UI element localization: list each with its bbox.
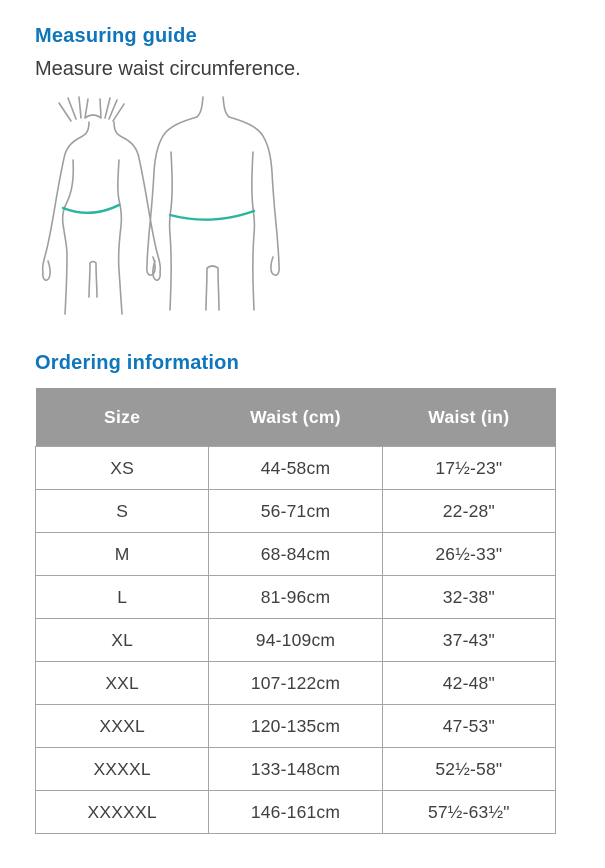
table-cell: XXXXXL <box>34 790 210 834</box>
table-cell: L <box>34 575 210 619</box>
male-torso-left <box>168 151 173 311</box>
table-cell: 22-28" <box>381 489 557 533</box>
table-row: M 68-84cm 26½-33" <box>34 532 557 576</box>
female-torso-right <box>117 159 123 315</box>
table-cell: 44-58cm <box>208 446 383 490</box>
table-row: S 56-71cm 22-28" <box>34 489 557 533</box>
table-cell: 133-148cm <box>208 747 383 791</box>
table-cell: XL <box>34 618 210 662</box>
measuring-guide-title: Measuring guide <box>35 25 197 47</box>
table-cell: 42-48" <box>381 661 557 705</box>
table-cell: 37-43" <box>381 618 557 662</box>
female-back-view-figure <box>41 96 162 315</box>
male-torso-right <box>251 151 256 311</box>
table-cell: 107-122cm <box>208 661 383 705</box>
table-cell: XXL <box>34 661 210 705</box>
male-left-arm <box>146 116 198 276</box>
table-cell: 94-109cm <box>208 618 383 662</box>
table-row: XXXXL 133-148cm 52½-58" <box>34 747 557 791</box>
ordering-information-title: Ordering information <box>35 352 239 374</box>
column-header-size: Size <box>35 388 209 447</box>
waist-measurement-line <box>61 203 121 214</box>
table-row: XXL 107-122cm 42-48" <box>34 661 557 705</box>
female-inner-legs <box>88 260 98 298</box>
column-header-waist-in: Waist (in) <box>382 388 556 447</box>
size-table-body: XS 44-58cm 17½-23" S 56-71cm 22-28" M 68-84cm 26… <box>34 446 557 834</box>
female-right-arm <box>113 121 162 281</box>
table-cell: 32-38" <box>381 575 557 619</box>
table-cell: 47-53" <box>381 704 557 748</box>
table-cell: XXXXL <box>34 747 210 791</box>
table-cell: 57½-63½" <box>381 790 557 834</box>
table-cell: 120-135cm <box>208 704 383 748</box>
waist-measurement-illustration <box>41 96 280 315</box>
waist-measurement-line <box>168 209 256 221</box>
table-cell: 81-96cm <box>208 575 383 619</box>
table-cell: 56-71cm <box>208 489 383 533</box>
male-neck <box>196 96 230 118</box>
table-cell: XXXL <box>34 704 210 748</box>
size-table-header: Size Waist (cm) Waist (in) <box>35 388 556 447</box>
female-left-arm <box>41 121 90 281</box>
female-hair <box>58 96 125 122</box>
table-cell: 68-84cm <box>208 532 383 576</box>
size-chart-table: Size Waist (cm) Waist (in) XS 44-58cm 17½-… <box>34 388 557 834</box>
table-cell: M <box>34 532 210 576</box>
table-cell: 26½-33" <box>381 532 557 576</box>
male-back-view-figure <box>146 96 280 311</box>
table-row: XXXXXL 146-161cm 57½-63½" <box>34 790 557 834</box>
table-cell: 17½-23" <box>381 446 557 490</box>
table-cell: 146-161cm <box>208 790 383 834</box>
column-header-waist-cm: Waist (cm) <box>208 388 383 447</box>
measuring-guide-subtitle: Measure waist circumference. <box>35 58 301 80</box>
male-right-arm <box>228 116 280 276</box>
table-row: XL 94-109cm 37-43" <box>34 618 557 662</box>
male-inner-legs <box>205 265 220 311</box>
table-row: XXXL 120-135cm 47-53" <box>34 704 557 748</box>
table-row: L 81-96cm 32-38" <box>34 575 557 619</box>
table-cell: S <box>34 489 210 533</box>
table-cell: XS <box>34 446 210 490</box>
header-row: Size Waist (cm) Waist (in) <box>35 388 556 447</box>
female-torso-left <box>61 159 75 315</box>
table-row: XS 44-58cm 17½-23" <box>34 446 557 490</box>
table-cell: 52½-58" <box>381 747 557 791</box>
